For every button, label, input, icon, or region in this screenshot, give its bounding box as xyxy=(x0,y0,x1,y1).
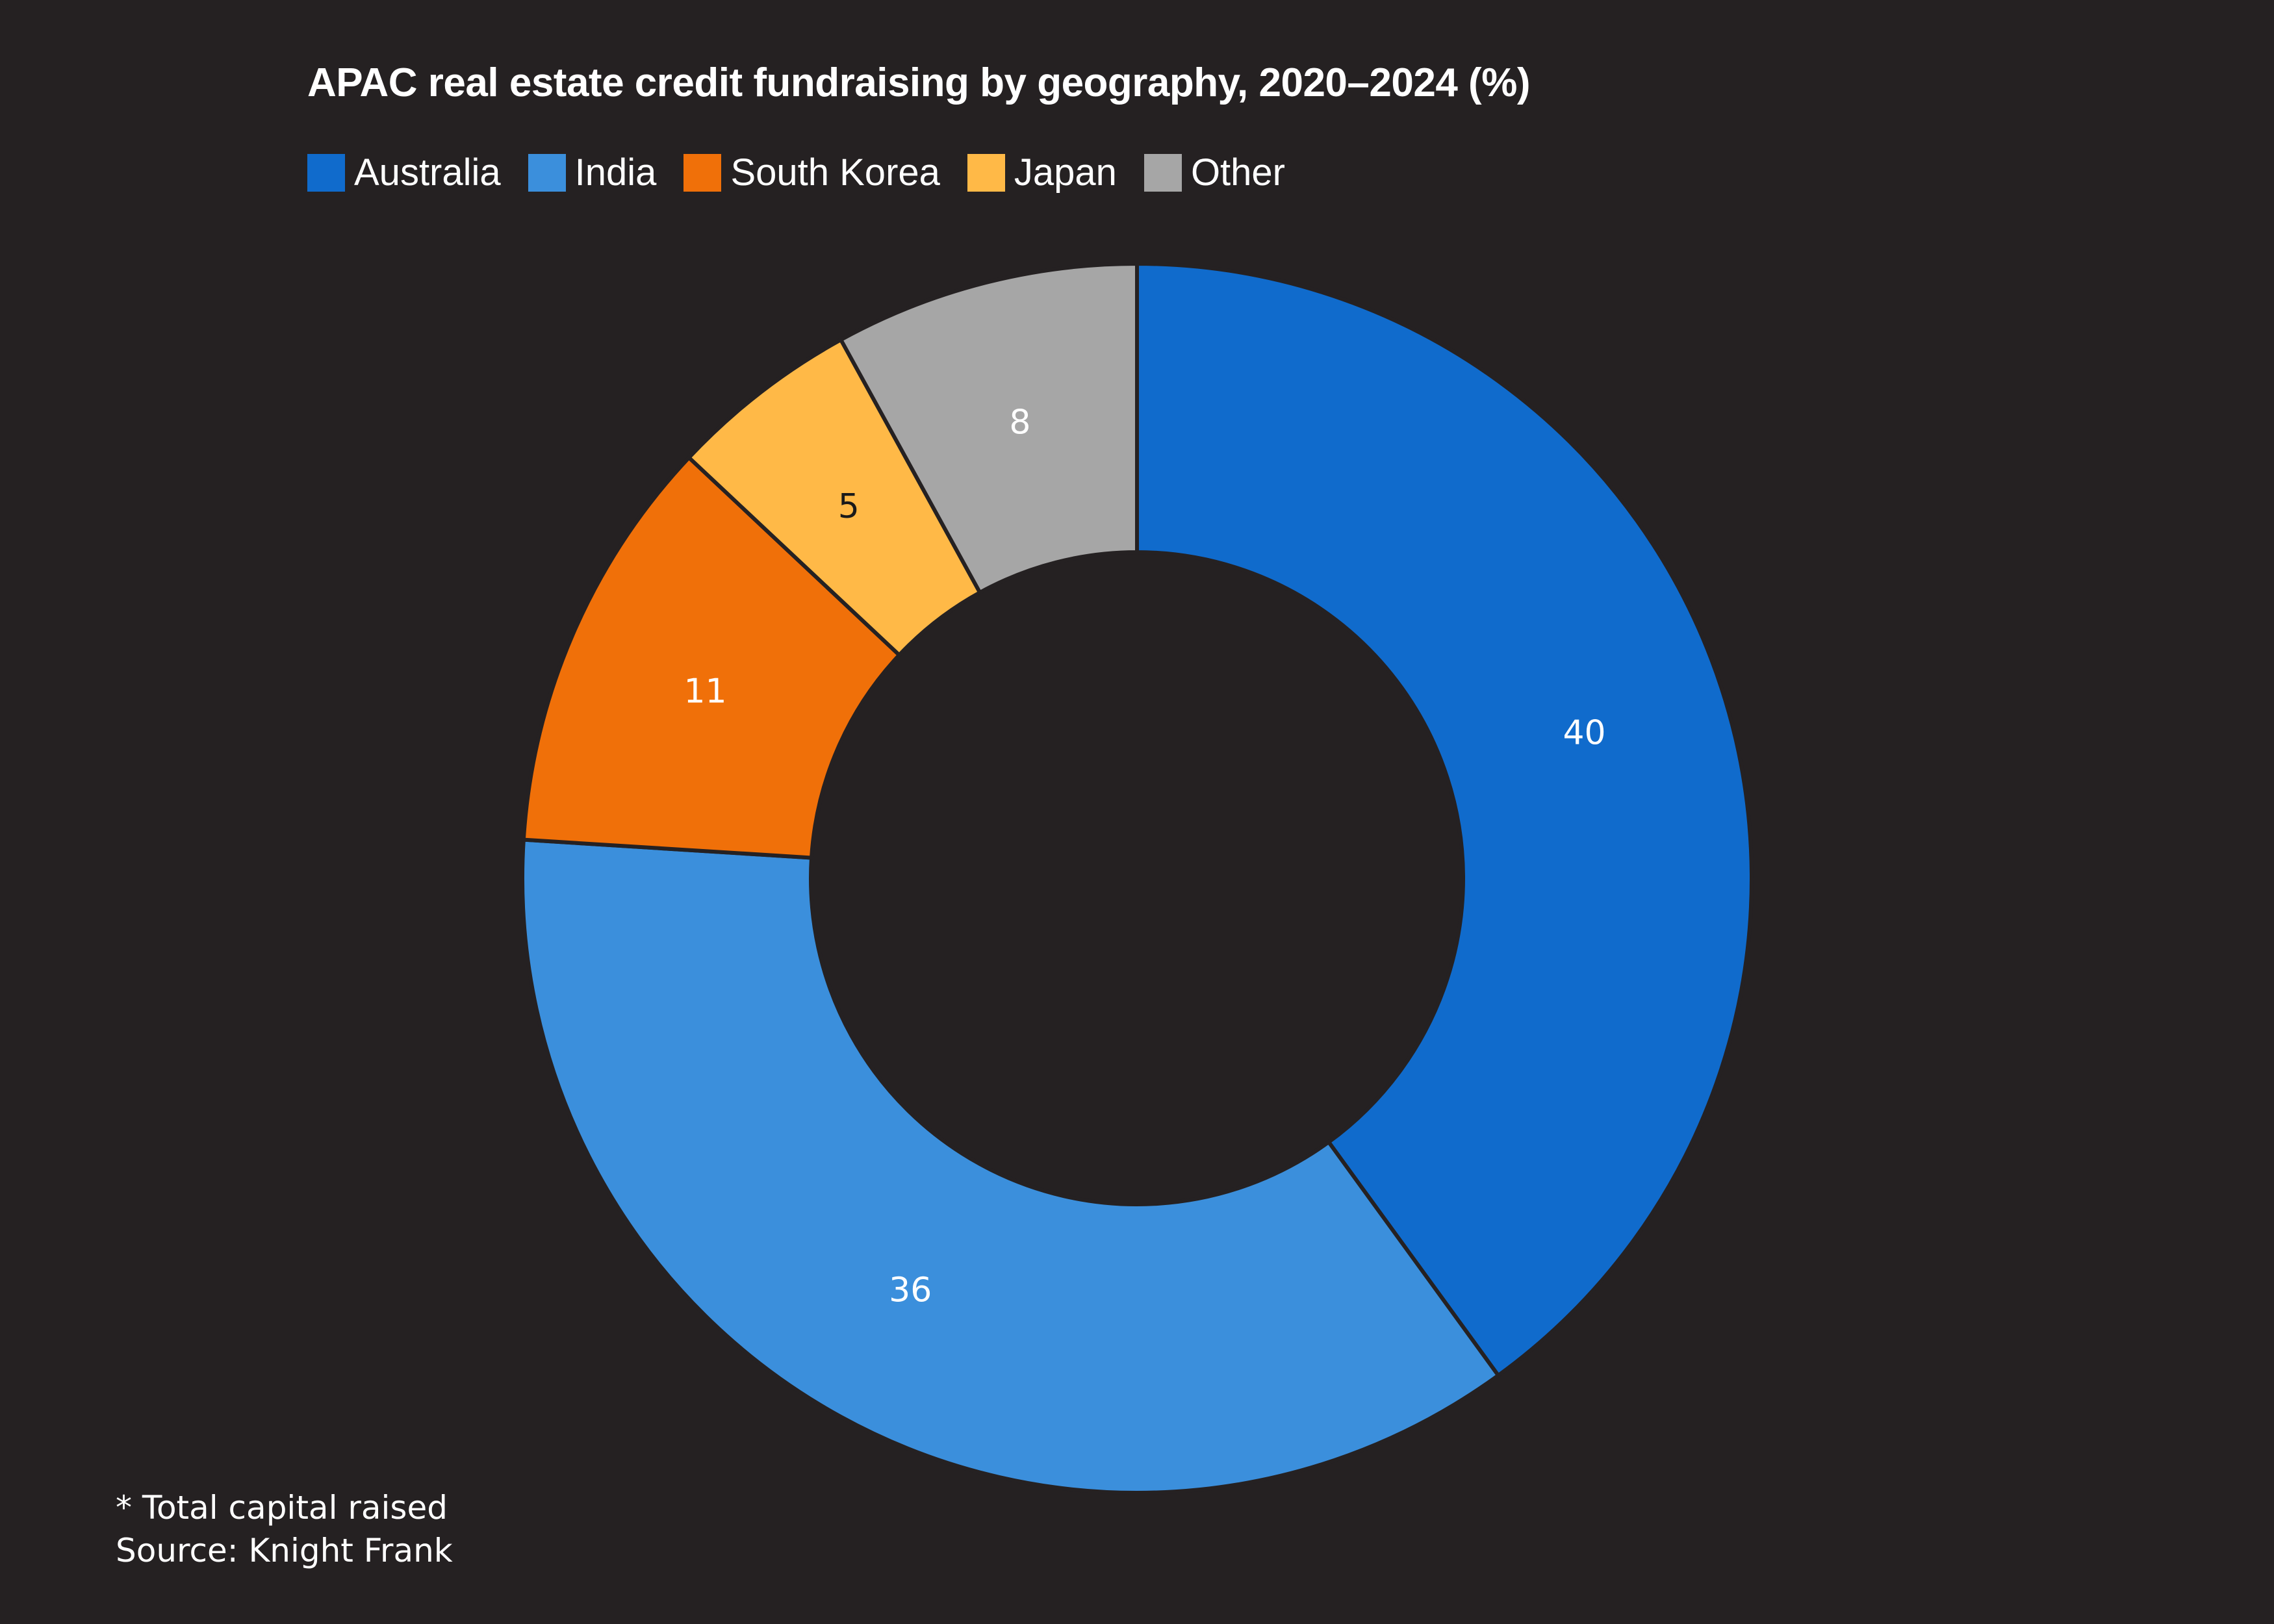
slice-label-australia: 40 xyxy=(1563,713,1605,752)
legend-item-south-korea: South Korea xyxy=(683,151,940,194)
slice-label-other: 8 xyxy=(1009,403,1030,442)
legend-swatch-other xyxy=(1143,153,1182,192)
legend-item-japan: Japan xyxy=(967,151,1117,194)
legend-swatch-south-korea xyxy=(683,153,722,192)
legend-label-australia: Australia xyxy=(354,151,501,194)
donut-slice-australia xyxy=(1135,261,1754,1378)
legend-label-south-korea: South Korea xyxy=(730,151,940,194)
slice-label-india: 36 xyxy=(889,1271,932,1310)
legend-label-other: Other xyxy=(1190,151,1285,194)
footnote-note: * Total capital raised xyxy=(116,1489,448,1527)
donut-slice-other xyxy=(838,261,1139,596)
slice-label-south-korea: 11 xyxy=(683,672,726,711)
legend-label-japan: Japan xyxy=(1014,151,1117,194)
donut-slice-india xyxy=(520,837,1501,1495)
legend-item-other: Other xyxy=(1143,151,1285,194)
chart-legend: Australia India South Korea Japan Other xyxy=(307,151,1312,194)
legend-item-australia: Australia xyxy=(307,151,501,194)
donut-slice-south-korea xyxy=(521,455,902,860)
legend-swatch-japan xyxy=(967,153,1005,192)
legend-item-india: India xyxy=(528,151,657,194)
footnote: * Total capital raised Source: Knight Fr… xyxy=(116,1486,453,1572)
legend-swatch-australia xyxy=(307,153,345,192)
slice-label-japan: 5 xyxy=(838,487,860,526)
legend-label-india: India xyxy=(574,151,657,194)
legend-swatch-india xyxy=(528,153,566,192)
chart-title: APAC real estate credit fundraising by g… xyxy=(307,60,1530,105)
footnote-source: Source: Knight Frank xyxy=(116,1532,453,1569)
